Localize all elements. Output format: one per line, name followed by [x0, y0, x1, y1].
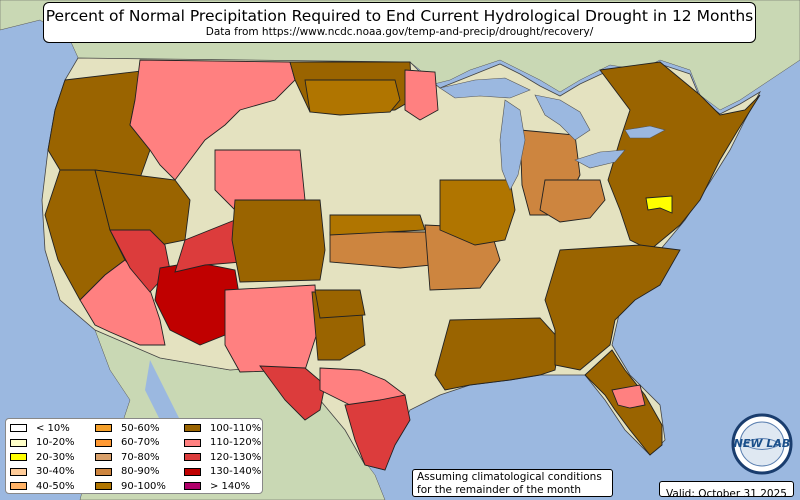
note-line-2: for the remainder of the month: [417, 483, 582, 496]
legend-swatch: [184, 438, 201, 447]
legend-swatch: [10, 482, 27, 490]
legend-swatch: [184, 467, 201, 476]
legend-label: 100-110%: [210, 422, 262, 434]
legend-label: 120-130%: [210, 451, 262, 463]
legend-label: 40-50%: [36, 480, 75, 492]
legend-swatch: [95, 453, 112, 461]
legend-label: 130-140%: [210, 466, 262, 477]
map-title: Percent of Normal Precipitation Required…: [45, 7, 754, 25]
legend-item: 20-30%: [10, 451, 75, 463]
legend-label: 10-20%: [36, 437, 75, 448]
region-northeast: [599, 61, 761, 251]
legend-label: 70-80%: [121, 451, 160, 463]
region-texas-south: [344, 394, 411, 471]
legend-item: 110-120%: [184, 437, 261, 449]
region-southeast: [544, 244, 681, 371]
legend-item: < 10%: [10, 422, 70, 434]
legend-swatch: [184, 482, 201, 490]
region-utah-east: [174, 219, 243, 273]
legend-swatch: [95, 438, 112, 447]
legend: < 10% 10-20% 20-30% 30-40% 40-50% 50-60% 60-70…: [5, 418, 263, 494]
region-florida-north: [611, 384, 646, 409]
legend-label: 90-100%: [121, 480, 166, 492]
legend-item: > 140%: [184, 480, 250, 492]
legend-swatch: [95, 467, 112, 476]
region-colorado: [231, 199, 326, 283]
legend-swatch: [10, 424, 27, 432]
region-ohio-valley: [539, 179, 606, 223]
region-minnesota-north: [404, 69, 439, 121]
legend-item: 30-40%: [10, 466, 75, 478]
legend-label: 80-90%: [121, 466, 160, 477]
legend-swatch: [10, 438, 27, 447]
legend-swatch: [184, 453, 201, 461]
region-texas-west: [259, 365, 326, 421]
legend-swatch: [95, 424, 112, 432]
legend-label: < 10%: [36, 422, 70, 434]
legend-label: 110-120%: [210, 437, 262, 448]
region-deep-south: [434, 317, 561, 391]
note-line-1: Assuming climatological conditions: [417, 471, 602, 483]
legend-item: 70-80%: [95, 451, 160, 463]
legend-label: > 140%: [210, 480, 251, 492]
legend-label: 60-70%: [121, 437, 160, 448]
region-oklahoma-west: [314, 289, 366, 319]
assumption-note: Assuming climatological conditions for t…: [412, 469, 613, 497]
legend-item: 10-20%: [10, 437, 75, 449]
legend-label: 20-30%: [36, 451, 75, 463]
valid-date: Valid: October 31 2025: [666, 488, 787, 500]
region-north-dakota: [304, 79, 401, 116]
legend-swatch: [10, 467, 27, 476]
legend-label: 50-60%: [121, 422, 160, 434]
legend-item: 50-60%: [95, 422, 160, 434]
legend-item: 80-90%: [95, 466, 160, 478]
region-kansas-east: [329, 231, 433, 269]
legend-item: 130-140%: [184, 466, 261, 478]
legend-item: 90-100%: [95, 480, 166, 492]
legend-item: 100-110%: [184, 422, 261, 434]
great-lakes: [439, 77, 666, 191]
legend-label: 30-40%: [36, 466, 75, 477]
logo-text: NEW LAB: [734, 437, 791, 450]
legend-item: 40-50%: [10, 480, 75, 492]
legend-swatch: [10, 453, 27, 461]
title-box: Percent of Normal Precipitation Required…: [43, 2, 756, 43]
region-maryland: [645, 195, 673, 214]
legend-item: 60-70%: [95, 437, 160, 449]
region-new-mexico: [224, 284, 319, 373]
legend-swatch: [95, 482, 112, 490]
region-nebraska: [329, 214, 426, 236]
map-subtitle: Data from https://www.ncdc.noaa.gov/temp…: [205, 26, 594, 38]
region-northern-rockies: [129, 59, 296, 181]
valid-date-box: Valid: October 31 2025: [659, 481, 794, 500]
new-lab-logo: NEW LAB: [731, 413, 793, 475]
legend-swatch: [184, 424, 201, 432]
legend-item: 120-130%: [184, 451, 261, 463]
region-midwest: [439, 179, 516, 246]
